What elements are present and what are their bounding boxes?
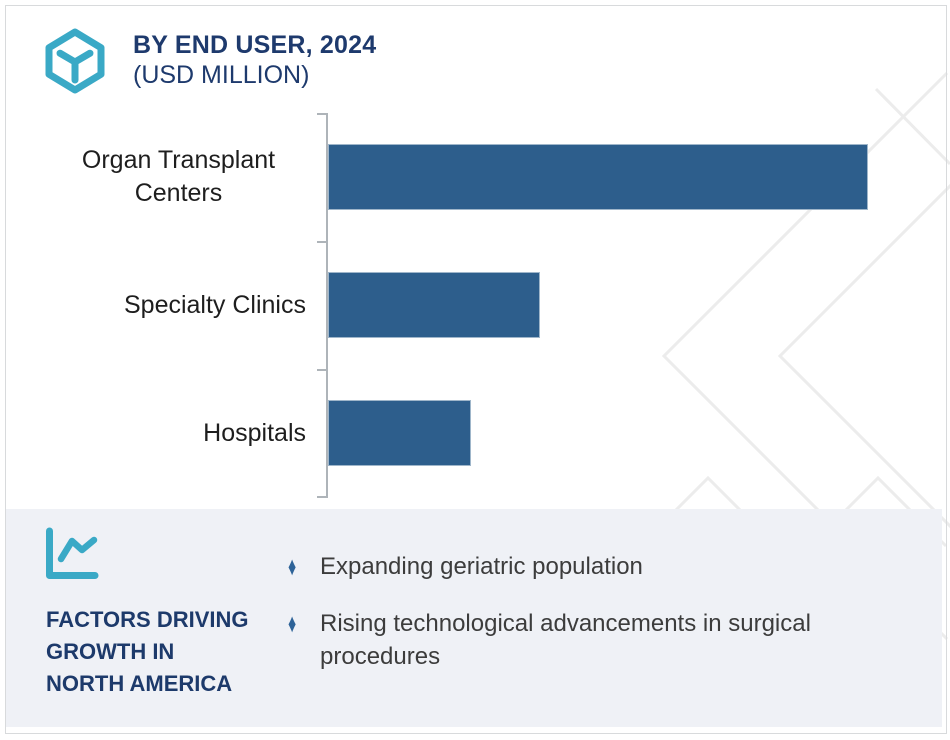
factors-list: ♦ Expanding geriatric population ♦ Risin…: [288, 550, 908, 697]
line-chart-icon: [46, 527, 99, 579]
bar: [328, 272, 541, 338]
chart-title: BY END USER, 2024: [133, 31, 377, 59]
bar: [328, 400, 472, 466]
chart-row: [328, 113, 868, 241]
category-label: Organ Transplant Centers: [81, 146, 276, 207]
chart-header: BY END USER, 2024 (USD MILLION): [133, 30, 376, 90]
category-axis-line: [326, 113, 328, 498]
category-labels: Organ Transplant Centers Specialty Clinic…: [40, 113, 306, 497]
bullet-text: Rising technological advancements in sur…: [320, 610, 811, 670]
axis-tick: [317, 241, 327, 243]
hexagon-cube-logo-icon: [45, 28, 105, 94]
bar: [328, 144, 868, 210]
list-item: ♦ Rising technological advancements in s…: [288, 607, 908, 673]
axis-tick: [317, 496, 327, 498]
factors-panel: FACTORS DRIVING GROWTH IN NORTH AMERICA …: [6, 509, 942, 727]
bullet-text: Expanding geriatric population: [320, 553, 643, 580]
axis-tick: [317, 369, 327, 371]
chart-row: [328, 241, 868, 369]
plot-area: [328, 113, 868, 497]
bar-chart: Organ Transplant Centers Specialty Clinic…: [0, 113, 950, 498]
factors-heading: FACTORS DRIVING GROWTH IN NORTH AMERICA: [46, 607, 249, 696]
category-label: Specialty Clinics: [123, 290, 306, 319]
chart-row: [328, 369, 868, 497]
diamond-bullet-icon: ♦: [288, 608, 297, 638]
axis-tick: [317, 113, 327, 115]
diamond-bullet-icon: ♦: [288, 551, 297, 581]
list-item: ♦ Expanding geriatric population: [288, 550, 908, 583]
chart-subtitle: (USD MILLION): [133, 61, 310, 89]
category-label: Hospitals: [203, 418, 306, 447]
